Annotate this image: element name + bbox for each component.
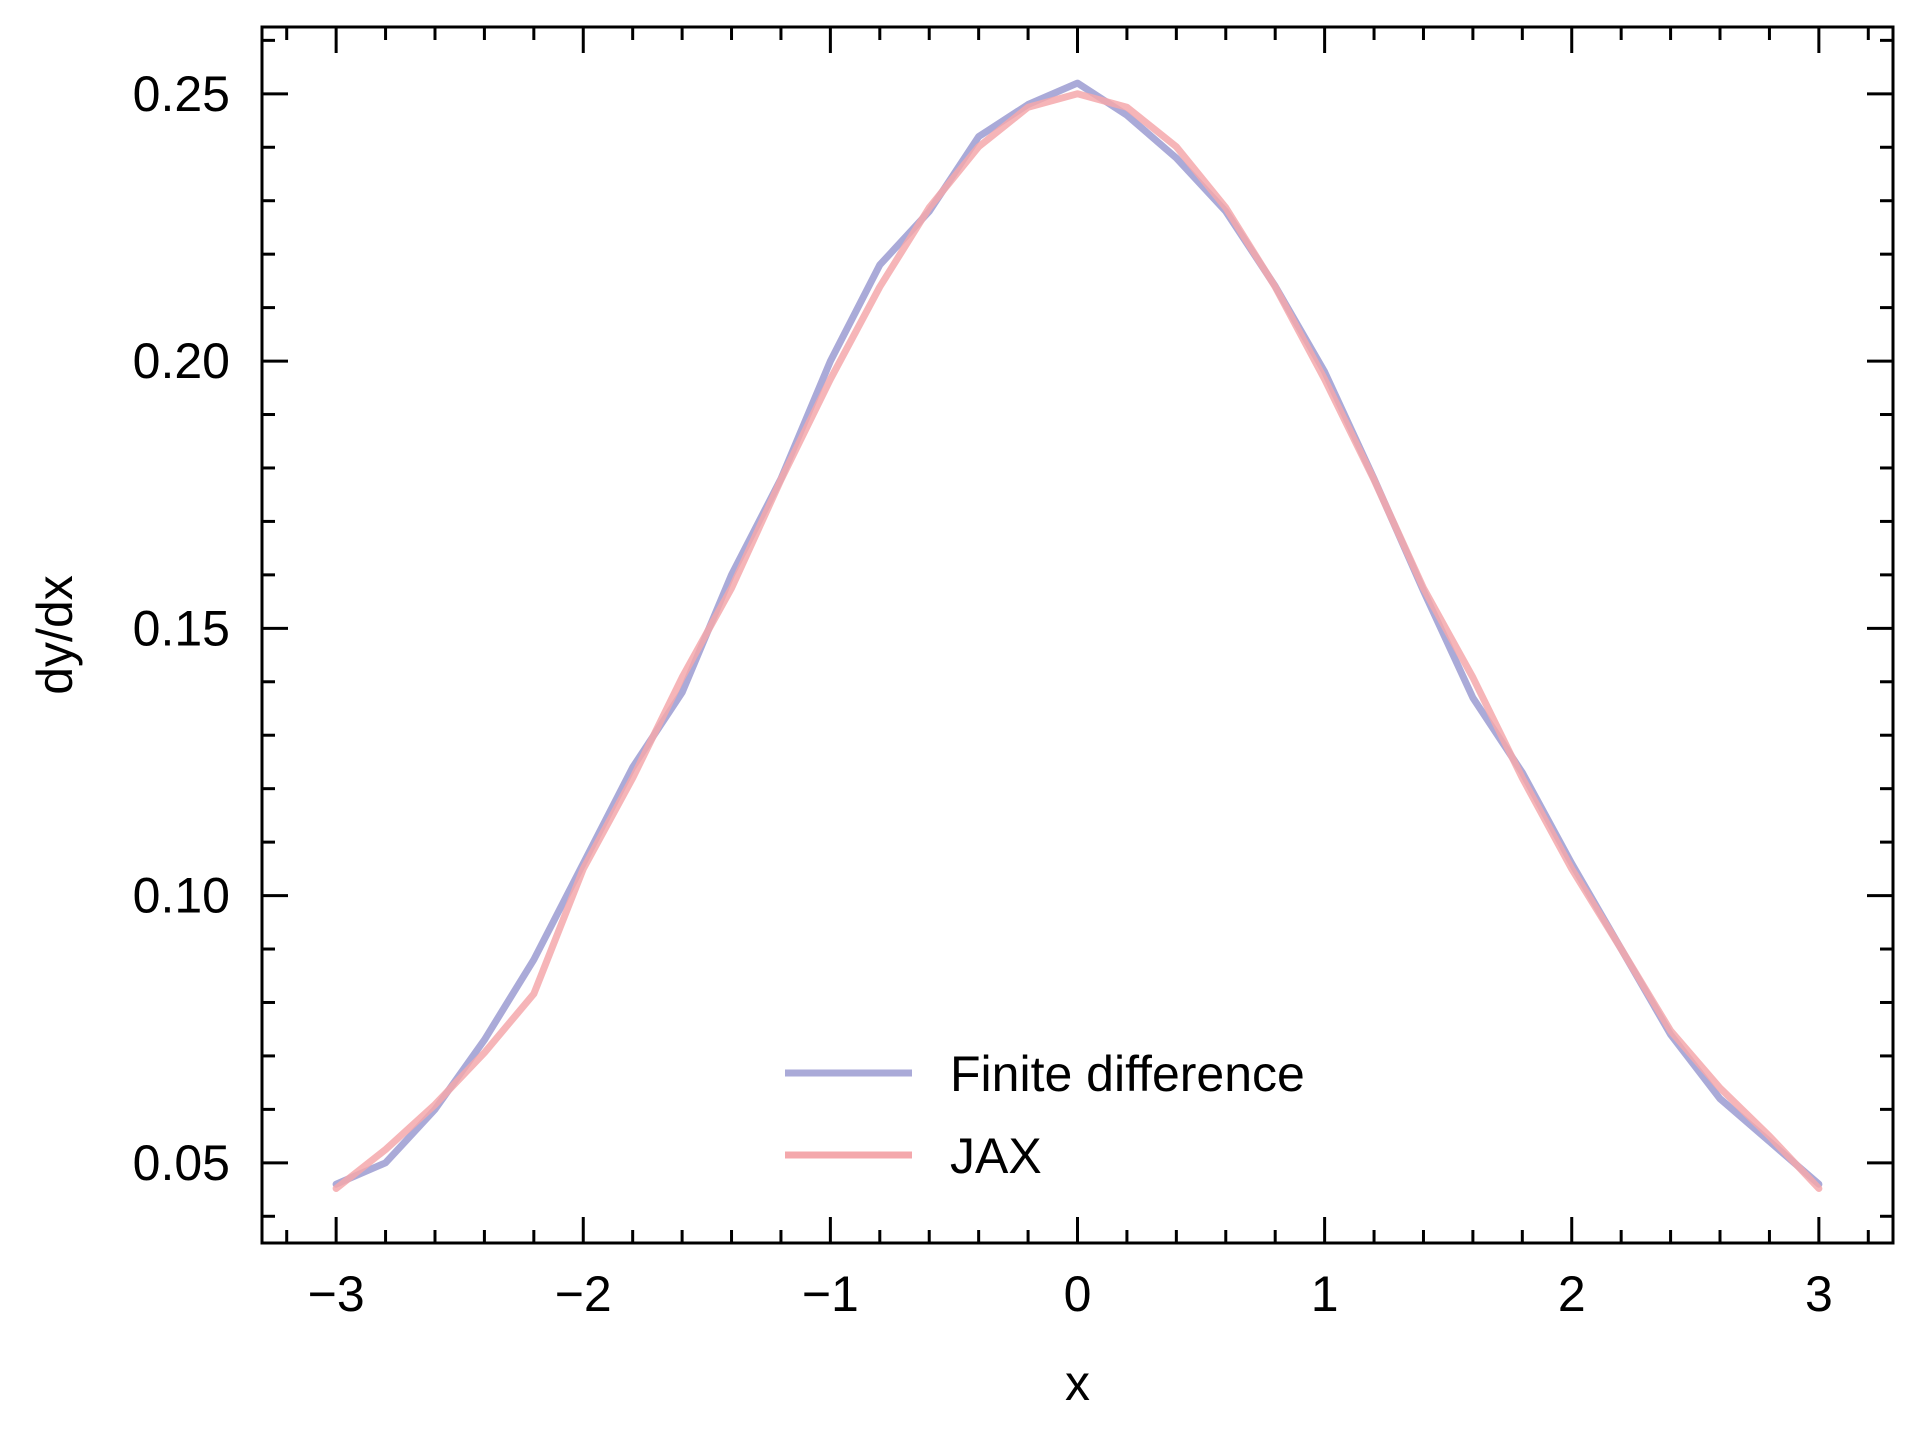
y-axis-title: dy/dx [27,575,83,695]
series-line-jax [332,90,1823,1192]
y-tick-label: 0.05 [133,1135,230,1191]
plot-frame [260,25,1895,1245]
x-tick-label: −2 [555,1266,612,1322]
x-tick-label: 1 [1311,1266,1339,1322]
y-tick-label: 0.10 [133,868,230,924]
tick-labels: −3 −2 −1 0 1 2 3 0.05 0.10 0.15 0.20 0.25 [133,66,1833,1322]
legend: Finite difference JAX [785,1046,1305,1184]
series-lines [332,79,1823,1192]
y-tick-label: 0.15 [133,600,230,656]
x-tick-label: 0 [1064,1266,1092,1322]
legend-label-jax: JAX [950,1128,1042,1184]
y-tick-label: 0.20 [133,333,230,389]
x-tick-label: −1 [802,1266,859,1322]
axis-ticks [262,27,1893,1243]
x-tick-label: 2 [1558,1266,1586,1322]
legend-label-finite-difference: Finite difference [950,1046,1305,1102]
x-tick-label: 3 [1805,1266,1833,1322]
y-tick-label: 0.25 [133,66,230,122]
x-axis-title: x [1065,1355,1090,1411]
x-tick-label: −3 [308,1266,365,1322]
